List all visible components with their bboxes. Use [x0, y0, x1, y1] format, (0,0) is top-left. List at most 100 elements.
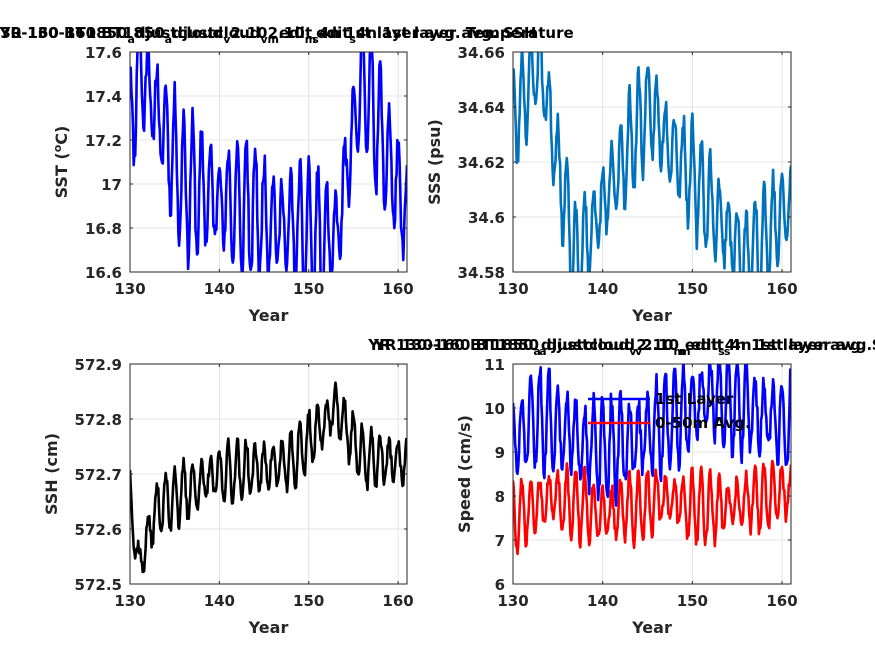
chart-title-part: edit	[691, 336, 724, 354]
y-tick-label: 572.6	[75, 521, 122, 539]
chart-title-subscript: a	[165, 33, 172, 46]
chart-title-subscript: v	[629, 345, 637, 358]
chart-title-subscript: m	[673, 345, 684, 358]
series-line-1	[130, 52, 407, 272]
chart-title-subscript: v	[635, 345, 643, 358]
chart-title-part: YR 130-160 BT1850	[0, 24, 165, 42]
chart-title-part: edit	[279, 24, 312, 42]
chart-title-part: 2.10	[230, 24, 267, 42]
chart-title-part: edit	[685, 336, 718, 354]
chart-title: YR 130-160 BT1850adjustcloudv2.10medits4…	[367, 336, 875, 358]
chart-title-subscript: m	[679, 345, 690, 358]
y-axis-label: Speed (cm/s)	[455, 415, 474, 533]
chart-title-part: 4n 1st layer avg. Temperature	[319, 24, 574, 42]
y-tick-label: 34.58	[458, 264, 505, 282]
chart-title-part: 2.10	[636, 336, 673, 354]
series-line-1	[513, 364, 791, 507]
subplot-1: 130 140 150 160 16.6 16.8 17 17.2 17.4 17.6 Year SS…	[0, 24, 574, 325]
chart-title-subscript: v	[261, 33, 269, 46]
chart-title-part: djustcloud	[172, 24, 260, 42]
chart-title-subscript: m	[305, 33, 316, 46]
y-tick-label: 9	[495, 444, 505, 462]
chart-title-part: djustcloud	[541, 336, 629, 354]
axes-frame	[129, 51, 408, 273]
y-tick-label: 17.4	[85, 88, 122, 106]
y-axis-label: SST (oC)	[51, 126, 71, 199]
legend: 1st Layer 0-50m Avg.	[588, 390, 751, 432]
x-tick-label: 160	[766, 592, 797, 610]
chart-title: YR 130-160 BT1850adjustcloudv2.10medits4…	[0, 24, 536, 46]
y-axis-label-superscript: o	[51, 144, 64, 152]
y-tick-label: 34.66	[458, 44, 505, 62]
series-line-2	[513, 459, 791, 556]
chart-title-part: YR 130-160 BT1850	[0, 24, 127, 42]
y-tick-label: 572.5	[75, 576, 122, 594]
y-tick-label: 16.6	[85, 264, 122, 282]
chart-title: YR 130-160 BT1850adjustcloudv2.10medits4…	[373, 336, 875, 358]
y-axis-label-main: Speed (cm/s)	[455, 415, 474, 533]
x-tick-label: 160	[382, 280, 413, 298]
chart-title-subscript: s	[718, 345, 725, 358]
x-tick-label: 150	[677, 592, 708, 610]
chart-title-part: 4n 1st layer avg. SSH	[356, 24, 537, 42]
y-tick-label: 6	[495, 576, 505, 594]
y-tick-label: 34.6	[468, 209, 505, 227]
chart-title-part: djustcloud	[547, 336, 635, 354]
x-tick-label: 160	[766, 280, 797, 298]
series-line-1	[513, 52, 791, 272]
x-tick-label: 130	[497, 592, 528, 610]
chart-title: YR 130-160 BT1850adjustcloudv2.10medits4…	[0, 24, 574, 46]
y-axis-label: SSH (cm)	[42, 433, 61, 515]
x-axis-label: Year	[631, 618, 672, 637]
y-axis-label-end: C)	[52, 126, 71, 145]
y-axis-label: SSS (psu)	[425, 119, 444, 205]
chart-title-part: YR 130-160 BT1850	[373, 336, 539, 354]
y-tick-label: 11	[484, 356, 505, 374]
chart-title-part: 2.10	[268, 24, 305, 42]
y-tick-label: 17.2	[85, 132, 122, 150]
chart-title-subscript: a	[533, 345, 540, 358]
x-tick-label: 150	[677, 280, 708, 298]
y-tick-label: 572.9	[75, 356, 122, 374]
y-tick-label: 17.6	[85, 44, 122, 62]
subplot-3: 130 140 150 160 572.5 572.6 572.7 572.8 572.9 Yea…	[0, 24, 536, 637]
subplot-2: 130 140 150 160 34.58 34.6 34.62 34.64 34.66 Year…	[367, 44, 875, 358]
y-axis-label-main: SSH (cm)	[42, 433, 61, 515]
chart-title-subscript: s	[724, 345, 731, 358]
x-tick-label: 130	[497, 280, 528, 298]
chart-title-part: djustcloud	[135, 24, 223, 42]
y-tick-label: 572.7	[75, 466, 122, 484]
x-tick-label: 140	[587, 280, 618, 298]
y-tick-label: 7	[495, 532, 505, 550]
chart-title-subscript: m	[267, 33, 278, 46]
y-tick-label: 34.64	[458, 99, 505, 117]
chart-title-subscript: s	[349, 33, 356, 46]
chart-title-part: edit	[316, 24, 349, 42]
x-tick-label: 150	[293, 592, 324, 610]
x-tick-label: 140	[204, 280, 235, 298]
series-line-1	[130, 381, 407, 574]
x-tick-label: 150	[293, 280, 324, 298]
x-tick-label: 130	[114, 592, 145, 610]
axes-frame	[512, 363, 792, 585]
chart-title-part: 2.10	[642, 336, 679, 354]
y-tick-label: 17	[101, 176, 122, 194]
x-tick-label: 140	[587, 592, 618, 610]
x-tick-label: 160	[382, 592, 413, 610]
chart-title-subscript: v	[223, 33, 231, 46]
y-tick-label: 10	[484, 400, 505, 418]
chart-title-subscript: a	[127, 33, 134, 46]
chart-title-part: 4n 1st layer avg. Salinity	[725, 336, 875, 354]
chart-title-subscript: a	[539, 345, 546, 358]
x-axis-label: Year	[248, 618, 289, 637]
x-axis-label: Year	[631, 306, 672, 325]
subplot-4: 130 140 150 160 6 7 8 9 10 11 Year Speed (cm/s) YR 1…	[373, 336, 875, 637]
chart-title-part: YR 130-160 BT1850	[367, 336, 533, 354]
chart-title-subscript: s	[312, 33, 319, 46]
y-axis-label-main: SSS (psu)	[425, 119, 444, 205]
x-tick-label: 130	[114, 280, 145, 298]
x-tick-label: 140	[204, 592, 235, 610]
y-tick-label: 8	[495, 488, 505, 506]
x-axis-label: Year	[248, 306, 289, 325]
